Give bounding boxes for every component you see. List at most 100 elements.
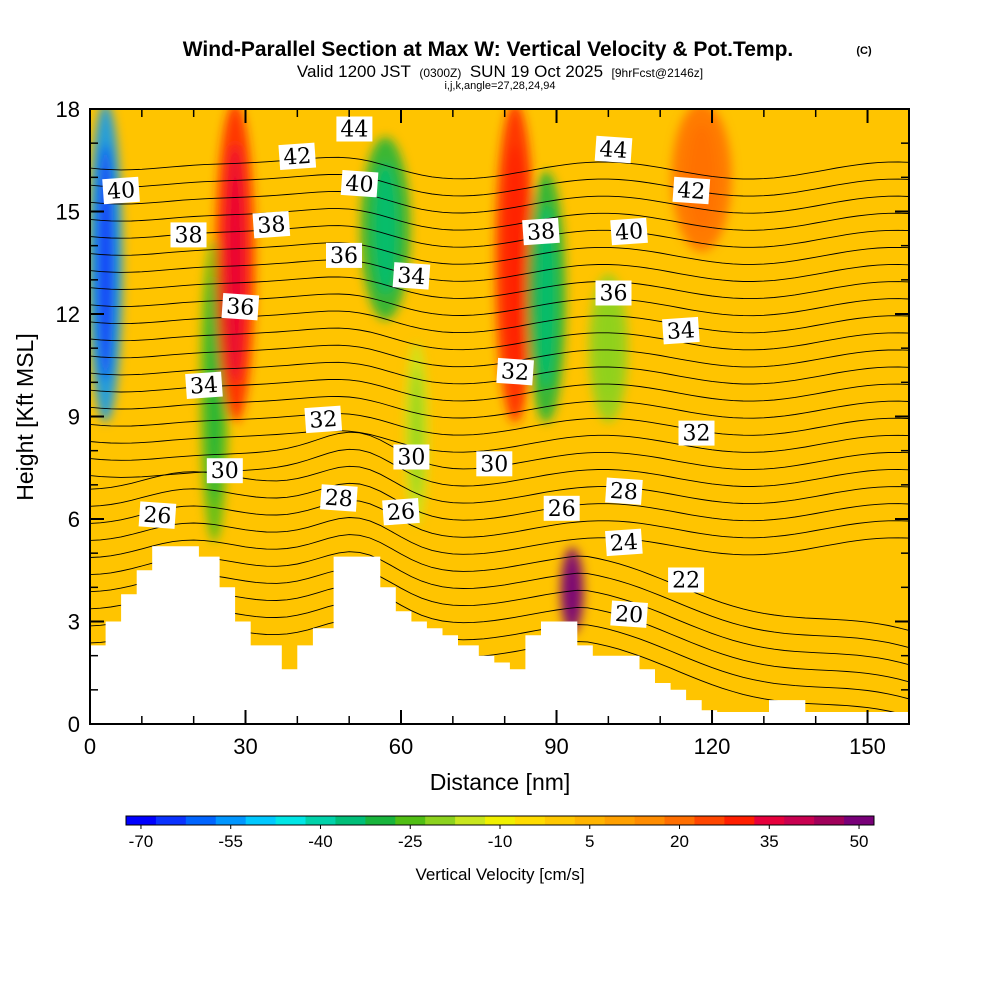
plot-area: 4038363430264244403836343230282630323826… (56, 97, 910, 759)
contour-label: 22 (668, 567, 705, 594)
contour-label-text: 40 (614, 219, 644, 246)
contour-label-bg (496, 357, 534, 386)
contour-label-text: 42 (282, 144, 312, 171)
contour-label-bg (185, 371, 223, 400)
contour-label-bg (522, 217, 560, 246)
contour-label: 32 (678, 420, 715, 447)
colorbar-swatch (694, 816, 725, 825)
contour-label-text: 32 (683, 422, 711, 447)
contour-label: 40 (340, 169, 379, 198)
colorbar-swatch (784, 816, 815, 825)
y-axis-label: Height [Kft MSL] (12, 333, 38, 500)
contour-label-text: 40 (106, 178, 136, 205)
colorbar-tick-label: -55 (218, 832, 243, 851)
contour-label-text: 34 (666, 318, 696, 345)
colorbar-swatch (215, 816, 247, 825)
colorbar-swatch (574, 816, 606, 825)
contour-label-bg (392, 262, 431, 290)
contour-label: 26 (138, 501, 177, 530)
colorbar-swatch (485, 816, 516, 825)
contour-label-bg (662, 316, 700, 345)
contour-label-bg (393, 444, 430, 470)
colorbar-tick-label: 35 (760, 832, 779, 851)
contour-labels: 40 38 36 34 30 26 42 44 40 38 36 34 32 30 28 26 30 32 38 26… (102, 116, 715, 629)
copyright-mark: (C) (856, 45, 872, 57)
contour-label-text: 30 (397, 446, 425, 471)
x-tick-label: 90 (544, 734, 568, 759)
contour-label: 38 (522, 217, 560, 246)
theta-contour (90, 430, 909, 453)
contour-label: 34 (392, 262, 431, 290)
contour-label-text: 22 (672, 569, 700, 594)
contour-label: 28 (605, 477, 643, 506)
colorbar-tick-label: -40 (308, 832, 333, 851)
x-tick-label: 0 (84, 734, 96, 759)
colorbar-label: Vertical Velocity [cm/s] (415, 865, 584, 884)
colorbar-swatch (126, 816, 157, 825)
contour-label-text: 24 (609, 530, 639, 557)
contour-label-text: 28 (324, 486, 354, 513)
colorbar-swatch (604, 816, 636, 825)
velocity-core (686, 124, 717, 230)
theta-contour (90, 327, 909, 351)
velocity-core (598, 295, 619, 401)
velocity-core (536, 204, 556, 389)
colorbar-swatch (185, 816, 217, 825)
contour-label-bg (595, 280, 632, 306)
contour-label: 36 (326, 242, 362, 269)
y-tick-label: 9 (68, 405, 80, 430)
theta-contour (90, 551, 909, 649)
contour-label: 36 (595, 280, 632, 307)
contour-label: 30 (393, 444, 430, 471)
contour-label: 36 (221, 292, 260, 321)
contour-label-bg (340, 169, 379, 198)
contour-label-text: 26 (386, 499, 416, 526)
chart-title: Wind-Parallel Section at Max W: Vertical… (183, 38, 794, 61)
y-tick-label: 6 (68, 507, 80, 532)
contour-label-bg (206, 458, 243, 484)
contour-label-text: 20 (614, 602, 644, 629)
contour-label-text: 28 (609, 479, 639, 506)
contour-label-bg (605, 477, 643, 505)
contour-label-bg (672, 176, 711, 205)
contour-label: 34 (662, 316, 700, 345)
contour-label: 20 (610, 600, 648, 629)
theta-contour (90, 517, 909, 556)
theta-contour (90, 413, 909, 436)
contour-label-bg (382, 497, 420, 526)
x-tick-label: 150 (849, 734, 886, 759)
colorbar-swatch (844, 816, 875, 825)
contour-label-text: 44 (599, 137, 629, 164)
y-tick-label: 3 (68, 610, 80, 635)
colorbar-swatch (425, 816, 456, 825)
contour-label-text: 26 (548, 497, 576, 522)
contour-label-text: 40 (345, 171, 375, 198)
colorbar-swatch (724, 816, 755, 825)
theta-contour (90, 276, 909, 300)
contour-label-bg (610, 217, 648, 246)
valid-time-utc: (0300Z) (419, 66, 461, 80)
contour-label-text: 36 (225, 294, 255, 321)
contour-label: 26 (382, 497, 420, 526)
contour-label-text: 38 (526, 219, 556, 246)
colorbar-swatch (455, 816, 486, 825)
contour-label-bg (668, 567, 705, 593)
contour-label-text: 34 (189, 373, 219, 400)
theta-contour (90, 173, 909, 197)
contour-label-text: 44 (340, 118, 368, 143)
contour-label-text: 34 (397, 263, 427, 290)
contour-label-text: 32 (308, 407, 338, 434)
y-tick-label: 0 (68, 712, 80, 737)
contour-label-text: 30 (480, 452, 508, 477)
x-tick-label: 60 (389, 734, 413, 759)
valid-time-local: Valid 1200 JST (297, 62, 411, 81)
colorbar-swatch (754, 816, 785, 825)
colorbar-swatch (245, 816, 277, 825)
contour-label: 24 (605, 528, 643, 557)
contour-label: 44 (336, 116, 373, 143)
forecast-tag: [9hrFcst@2146z] (612, 66, 704, 80)
contour-label-bg (326, 242, 362, 268)
contour-label-bg (476, 451, 513, 477)
